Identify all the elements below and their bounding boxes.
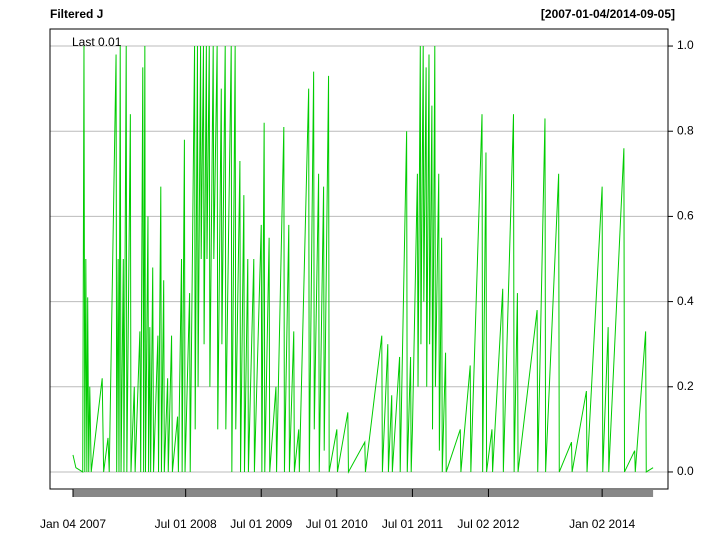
y-tick-label: 0.2 [677,379,694,393]
plot-frame [49,28,669,490]
y-tick-label: 0.6 [677,209,694,223]
x-tick-label: Jul 01 2010 [306,517,368,531]
x-tick-label: Jul 02 2012 [457,517,519,531]
x-tick-label: Jul 01 2008 [155,517,217,531]
date-range: [2007-01-04/2014-09-05] [541,7,675,21]
y-tick-label: 1.0 [677,38,694,52]
x-tick-label: Jan 02 2014 [569,517,635,531]
x-tick-label: Jan 04 2007 [40,517,106,531]
series-line [72,46,654,474]
time-band [72,490,654,497]
y-tick-label: 0.8 [677,123,694,137]
x-tick-label: Jul 01 2011 [382,517,443,531]
x-tick-label: Jul 01 2009 [230,517,292,531]
y-tick-label: 0.0 [677,464,694,478]
y-tick-label: 0.4 [677,294,694,308]
legend-text: Last 0.01 [72,35,122,49]
chart-title: Filtered J [50,7,103,21]
